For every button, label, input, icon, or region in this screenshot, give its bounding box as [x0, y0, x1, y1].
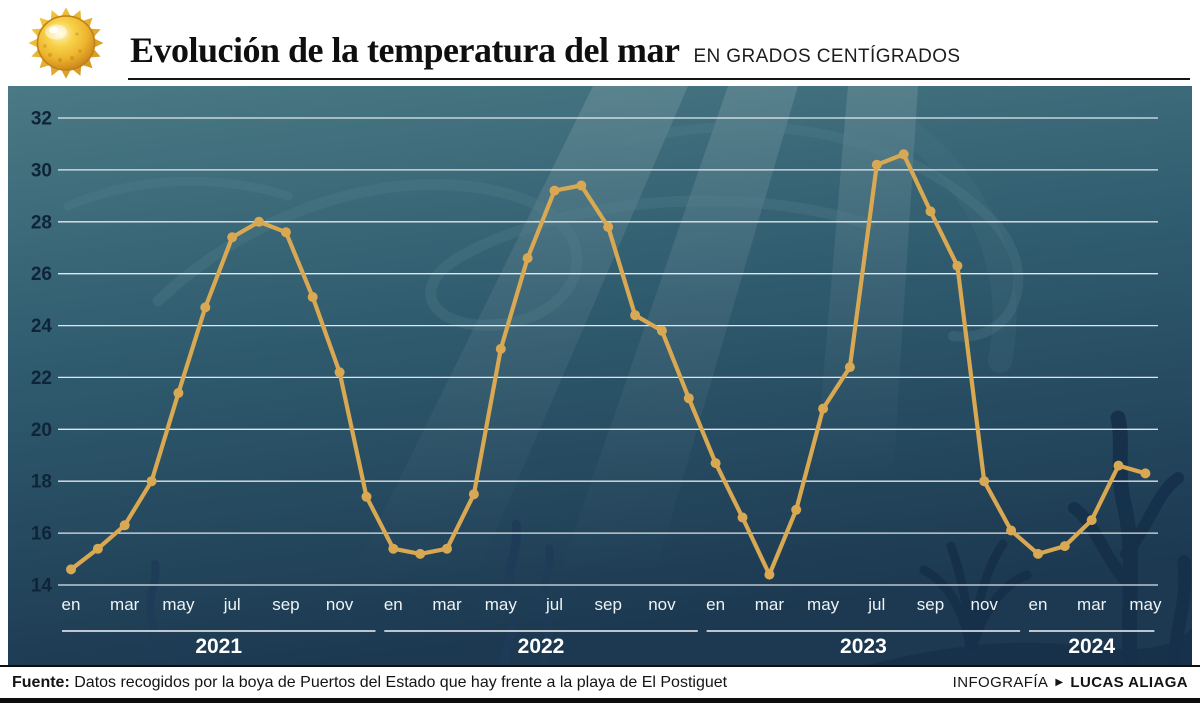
- credit-name: LUCAS ALIAGA: [1070, 674, 1188, 691]
- current-swirl-decoration: [63, 104, 1024, 373]
- sun-medal-icon: [13, 3, 119, 83]
- y-axis-labels: 14 16 18 20 22 24 26 28 30 32: [31, 109, 53, 597]
- svg-text:en: en: [1029, 595, 1048, 614]
- svg-text:sep: sep: [272, 595, 299, 614]
- credit-arrow-icon: ▶: [1055, 677, 1064, 688]
- svg-text:24: 24: [31, 316, 53, 337]
- svg-text:jul: jul: [223, 595, 241, 614]
- svg-text:en: en: [384, 595, 403, 614]
- svg-text:nov: nov: [970, 595, 998, 614]
- svg-text:26: 26: [31, 264, 52, 285]
- gridlines: [58, 117, 1158, 586]
- svg-text:18: 18: [31, 472, 52, 493]
- svg-text:may: may: [807, 595, 840, 614]
- svg-text:sep: sep: [594, 595, 621, 614]
- svg-text:sep: sep: [917, 595, 944, 614]
- data-points: [66, 149, 1151, 580]
- svg-text:nov: nov: [648, 595, 676, 614]
- svg-text:28: 28: [31, 212, 52, 233]
- svg-text:en: en: [62, 595, 81, 614]
- header: Evolución de la temperatura del mar EN G…: [0, 0, 1200, 86]
- source-label: Fuente:: [12, 673, 70, 691]
- svg-text:may: may: [162, 595, 195, 614]
- svg-text:may: may: [1129, 595, 1162, 614]
- svg-text:16: 16: [31, 524, 52, 545]
- svg-text:30: 30: [31, 160, 52, 181]
- svg-text:nov: nov: [326, 595, 354, 614]
- svg-text:mar: mar: [432, 595, 462, 614]
- chart-panel: 14 16 18 20 22 24 26 28 30 32 en mar may jul sep nov en m…: [8, 86, 1192, 702]
- medal-texture-dots: [43, 32, 82, 63]
- bottom-bar: [0, 698, 1200, 703]
- source-text: Datos recogidos por la boya de Puertos d…: [74, 673, 728, 691]
- svg-text:jul: jul: [867, 595, 885, 614]
- svg-text:mar: mar: [110, 595, 140, 614]
- sun-medal-graphic: [28, 7, 104, 79]
- svg-text:may: may: [485, 595, 518, 614]
- seafloor-decoration: [868, 628, 1192, 665]
- svg-text:mar: mar: [1077, 595, 1107, 614]
- svg-text:20: 20: [31, 420, 52, 441]
- svg-text:2024: 2024: [1068, 635, 1115, 658]
- page-title: Evolución de la temperatura del mar: [130, 30, 680, 70]
- credit-line: INFOGRAFÍA ▶ LUCAS ALIAGA: [953, 674, 1188, 691]
- credit-label: INFOGRAFÍA: [952, 674, 1049, 691]
- svg-text:mar: mar: [755, 595, 785, 614]
- svg-text:2021: 2021: [195, 635, 242, 658]
- medal-ball: [36, 15, 96, 71]
- page-subtitle: EN GRADOS CENTÍGRADOS: [693, 46, 961, 67]
- svg-text:22: 22: [31, 368, 52, 389]
- svg-text:14: 14: [31, 576, 53, 597]
- svg-text:2023: 2023: [840, 635, 887, 658]
- svg-text:en: en: [706, 595, 725, 614]
- footer: Fuente: Datos recogidos por la boya de P…: [0, 665, 1200, 698]
- title-block: Evolución de la temperatura del mar EN G…: [130, 29, 960, 71]
- header-rule: [128, 78, 1190, 80]
- medal-highlight-core: [49, 26, 59, 34]
- svg-text:jul: jul: [545, 595, 563, 614]
- svg-text:2022: 2022: [518, 635, 565, 658]
- svg-text:32: 32: [31, 109, 52, 130]
- coral-decoration: [919, 410, 1192, 673]
- source-line: Fuente: Datos recogidos por la boya de P…: [12, 674, 727, 692]
- month-labels: en mar may jul sep nov en mar may jul sep nov en mar m…: [62, 595, 1162, 614]
- year-labels: 2021 2022 2023 2024: [195, 635, 1115, 658]
